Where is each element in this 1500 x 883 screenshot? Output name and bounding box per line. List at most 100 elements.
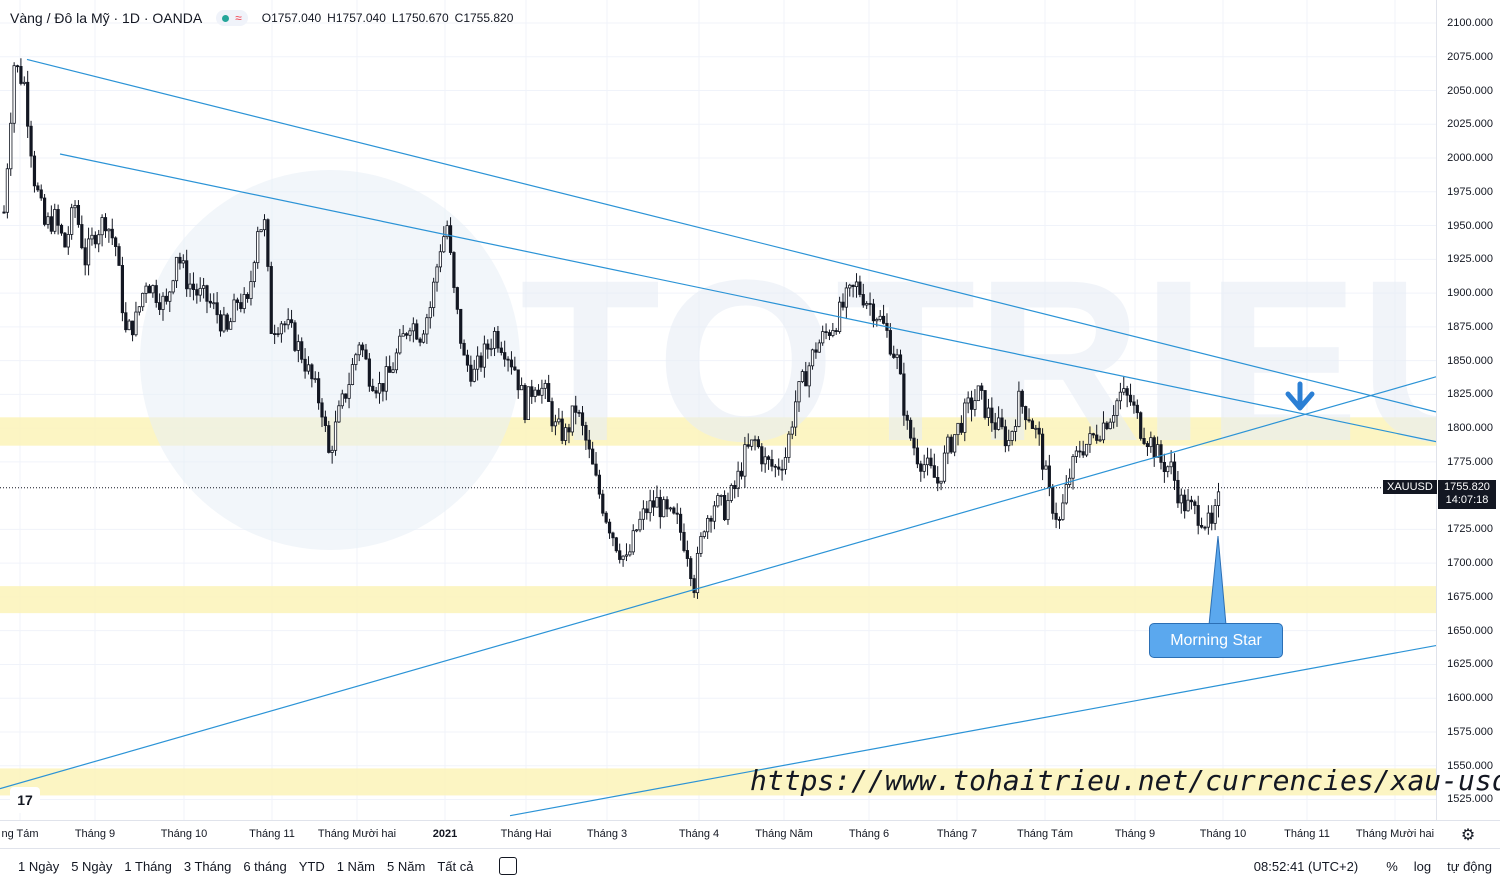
candle — [215, 292, 219, 324]
candle — [1112, 405, 1116, 429]
log-scale-button[interactable]: log — [1413, 858, 1432, 874]
candle — [689, 556, 693, 587]
percent-scale-button[interactable]: % — [1386, 858, 1398, 874]
ohlc-item: O1757.040 — [261, 11, 322, 25]
candle — [641, 500, 645, 530]
market-status-pill[interactable]: ≈ — [216, 10, 248, 26]
watermark-url: https://www.tohaitrieu.net/currencies/xa… — [750, 764, 1500, 797]
candle — [614, 536, 618, 553]
clock[interactable]: 08:52:41 (UTC+2) — [1253, 858, 1359, 874]
time-axis-label: Tháng 6 — [848, 828, 890, 840]
candle — [966, 391, 970, 414]
candle — [909, 417, 913, 441]
range-5y-button[interactable]: 5 Năm — [387, 858, 426, 874]
candle — [462, 339, 466, 356]
chart-area[interactable]: TOTRIEU — [0, 0, 1436, 820]
candle — [672, 506, 676, 515]
date-range-icon[interactable] — [499, 857, 518, 875]
candle — [1159, 440, 1163, 470]
candle — [925, 447, 930, 476]
candle — [932, 453, 936, 478]
candle — [394, 348, 399, 374]
candle — [719, 494, 723, 506]
candle — [892, 345, 896, 359]
candle — [946, 434, 950, 465]
candle — [587, 429, 591, 459]
time-axis-label: Tháng 9 — [74, 828, 116, 840]
candle — [411, 317, 415, 343]
candle — [557, 408, 561, 425]
candle — [42, 193, 47, 227]
candle — [1206, 505, 1210, 535]
bottom-toolbar: 1 Ngày 5 Ngày 1 Tháng 3 Tháng 6 tháng YT… — [0, 848, 1500, 883]
candle — [39, 184, 43, 201]
time-axis[interactable]: ng Tám Tháng 9 Tháng 10 Tháng 11 Tháng Mười … — [0, 820, 1436, 849]
range-1y-button[interactable]: 1 Năm — [336, 858, 376, 874]
candle — [296, 334, 300, 363]
range-3m-button[interactable]: 3 Tháng — [183, 858, 232, 874]
price-axis[interactable]: 2100.000 2075.000 2050.000 2025.000 2000.000… — [1436, 0, 1500, 820]
range-5d-button[interactable]: 5 Ngày — [71, 858, 113, 874]
candle — [317, 371, 321, 410]
support-zone — [0, 768, 1436, 796]
candle — [750, 439, 754, 451]
candle — [80, 215, 84, 250]
candle — [36, 182, 40, 192]
candle — [320, 398, 324, 428]
candle — [289, 309, 294, 328]
candle — [134, 301, 138, 337]
candle — [1071, 454, 1075, 490]
candle — [722, 490, 727, 522]
candle — [482, 335, 486, 378]
candle — [1179, 488, 1183, 514]
candle — [1000, 408, 1004, 430]
candle — [594, 452, 598, 477]
candle — [1017, 381, 1021, 428]
range-all-button[interactable]: Tất cả — [437, 858, 474, 874]
settings-gear-icon[interactable]: ⚙ — [1436, 820, 1500, 849]
candle — [790, 421, 794, 440]
candle — [266, 218, 270, 272]
range-1d-button[interactable]: 1 Ngày — [18, 858, 60, 874]
candle — [580, 405, 585, 436]
candle — [141, 292, 145, 312]
candle — [212, 293, 216, 310]
candle — [1176, 470, 1180, 508]
candle — [225, 312, 229, 332]
range-1m-button[interactable]: 1 Tháng — [124, 858, 172, 874]
candle — [313, 371, 317, 383]
candle — [337, 400, 341, 423]
candle — [665, 496, 669, 518]
candle — [1172, 453, 1177, 491]
trendline — [26, 58, 1436, 413]
candle — [743, 436, 747, 488]
range-ytd-button[interactable]: YTD — [298, 858, 325, 874]
candle — [191, 272, 196, 301]
candle — [283, 321, 287, 333]
candle — [604, 511, 608, 524]
candle — [787, 431, 791, 463]
candle — [709, 515, 713, 533]
candle — [658, 489, 662, 529]
candle — [1074, 446, 1079, 464]
candle — [1145, 441, 1150, 456]
candle — [273, 324, 277, 344]
symbol-title[interactable]: Vàng / Đô la Mỹ · 1D · OANDA — [10, 10, 203, 26]
candle — [756, 436, 761, 449]
candle — [1084, 443, 1089, 458]
candle — [912, 427, 916, 456]
tradingview-logo-icon[interactable]: 17 — [10, 787, 40, 813]
candle — [120, 256, 125, 322]
range-6m-button[interactable]: 6 tháng — [243, 858, 287, 874]
candle — [871, 298, 876, 328]
candle — [1142, 427, 1146, 446]
candle — [1186, 488, 1190, 512]
candle — [631, 524, 635, 555]
candle — [97, 229, 101, 253]
candle — [1095, 424, 1099, 444]
morning-star-callout[interactable]: Morning Star — [1149, 623, 1283, 658]
candle — [1108, 418, 1112, 430]
auto-scale-button[interactable]: tự động — [1447, 858, 1492, 874]
candle — [357, 342, 361, 362]
price-chart[interactable]: TOTRIEU — [0, 0, 1436, 820]
